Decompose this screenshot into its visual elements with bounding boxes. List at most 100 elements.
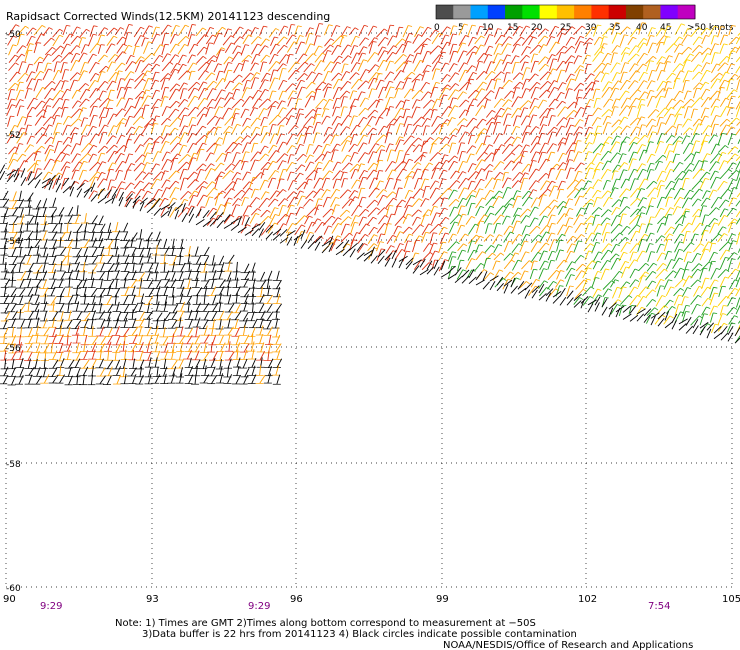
wind-barb-tick <box>589 296 594 299</box>
wind-barb <box>726 307 734 316</box>
wind-barb-tick <box>400 81 405 84</box>
legend-swatch <box>608 5 627 19</box>
wind-barb <box>646 80 652 90</box>
wind-barb <box>538 194 544 207</box>
wind-barb-tick <box>445 87 450 90</box>
wind-barb <box>692 208 699 218</box>
wind-barb-tick <box>49 97 54 101</box>
wind-barb <box>593 161 601 172</box>
wind-barb-tick <box>492 117 497 121</box>
wind-barb <box>665 135 673 143</box>
wind-barb <box>62 136 69 145</box>
contaminated-barb <box>685 325 694 334</box>
wind-barb <box>674 215 684 225</box>
wind-barb-tick <box>645 286 650 290</box>
wind-barb <box>233 36 241 45</box>
wind-barb-tick <box>167 53 172 56</box>
contaminated-barb <box>419 269 429 276</box>
wind-barb-tick <box>284 116 289 120</box>
wind-barb <box>386 169 393 180</box>
contaminated-barb <box>356 252 365 260</box>
wind-barb <box>565 78 572 91</box>
wind-barb-tick <box>384 207 388 211</box>
wind-barb-tick <box>515 61 520 64</box>
wind-barb <box>187 278 191 289</box>
wind-barb-tick <box>517 207 522 210</box>
wind-barb-tick <box>428 209 432 212</box>
contaminated-barb <box>531 285 540 293</box>
wind-barb <box>583 215 592 225</box>
wind-barb <box>323 61 331 72</box>
wind-barb-tick <box>578 151 583 154</box>
wind-barb-tick <box>634 63 639 66</box>
wind-barb-tick <box>680 187 685 191</box>
wind-barb-tick <box>695 140 700 142</box>
wind-barb <box>70 53 77 63</box>
wind-barb-tick <box>309 198 314 202</box>
wind-barb-tick <box>275 170 280 173</box>
wind-barb-tick <box>592 260 597 264</box>
wind-barb <box>106 135 114 145</box>
wind-barb <box>276 44 285 54</box>
wind-barb <box>131 285 136 296</box>
wind-barb <box>672 78 677 89</box>
wind-barb <box>314 221 323 233</box>
wind-barb-tick <box>706 27 711 31</box>
wind-barb <box>53 80 61 92</box>
wind-barb-tick <box>731 95 736 98</box>
wind-barb-tick <box>619 271 623 274</box>
wind-barb-tick <box>228 197 233 200</box>
wind-barb-tick <box>578 240 583 243</box>
wind-barb <box>620 47 627 56</box>
wind-barb-tick <box>295 69 300 73</box>
wind-barb <box>296 53 304 64</box>
wind-barb <box>611 32 618 44</box>
wind-barb-tick <box>185 36 190 40</box>
wind-barb-tick <box>380 79 385 82</box>
wind-barb-tick <box>114 144 118 148</box>
wind-barb <box>557 52 562 63</box>
wind-barb <box>314 52 323 63</box>
wind-barb-tick <box>668 143 673 146</box>
wind-barb <box>673 90 681 100</box>
wind-barb <box>244 270 251 280</box>
wind-barb-tick <box>51 87 56 91</box>
wind-barb <box>450 170 457 179</box>
wind-barb-tick <box>222 78 227 81</box>
wind-barb <box>404 233 410 244</box>
wind-barb-tick <box>479 188 484 191</box>
contaminated-barb <box>636 313 644 322</box>
wind-barb <box>151 98 159 110</box>
wind-barb <box>161 133 168 144</box>
wind-barb <box>511 126 517 135</box>
wind-barb-tick <box>500 107 505 111</box>
contaminated-barb <box>475 279 485 286</box>
wind-barb-tick <box>11 104 16 107</box>
wind-barb-tick <box>220 204 225 207</box>
wind-barb <box>700 286 708 297</box>
wind-barb-tick <box>478 244 483 247</box>
wind-barb <box>556 117 565 127</box>
wind-barb <box>412 34 419 44</box>
wind-barb <box>602 81 609 92</box>
wind-barb-tick <box>313 190 317 194</box>
wind-barb <box>558 206 564 215</box>
wind-barb-tick <box>141 162 145 166</box>
wind-barb <box>35 134 44 144</box>
contaminated-barb <box>622 305 631 313</box>
wind-barb <box>177 161 187 172</box>
wind-barb <box>717 133 723 146</box>
wind-barb-tick <box>420 224 424 228</box>
wind-barb-tick <box>603 43 608 45</box>
wind-barb-tick <box>563 259 568 263</box>
legend-label-45: 45 <box>660 23 671 33</box>
wind-barb <box>664 207 671 218</box>
wind-barb <box>61 80 65 90</box>
wind-barb-tick <box>607 249 612 253</box>
wind-barb-tick <box>101 171 106 175</box>
wind-barb-tick <box>379 159 384 162</box>
wind-barb-tick <box>472 36 477 39</box>
wind-barb <box>241 215 246 226</box>
wind-barb <box>637 234 645 245</box>
wind-barb <box>574 195 581 206</box>
